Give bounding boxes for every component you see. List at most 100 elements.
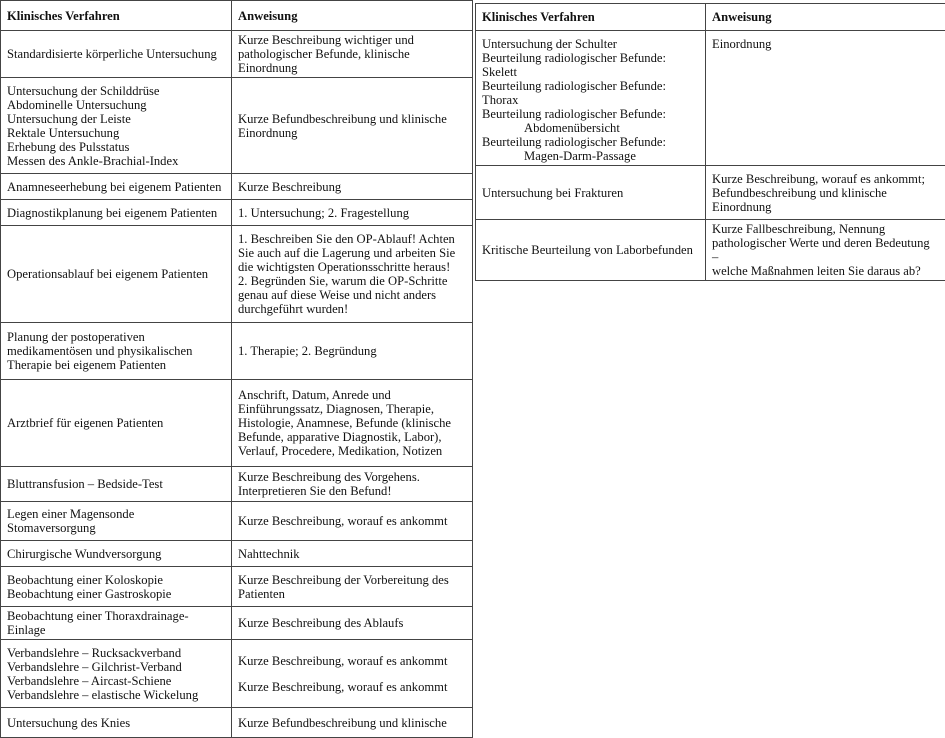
procedure-line: Standardisierte körperliche Untersuchung <box>7 47 225 61</box>
instruction-line: Einordnung <box>712 200 939 214</box>
instruction-line: Einordnung <box>238 126 466 140</box>
table-row: Anamneseerhebung bei eigenem Patienten Ku… <box>1 174 473 200</box>
table-row: Untersuchung des Knies Kurze Befundbeschr… <box>1 708 473 738</box>
procedure-line: Planung der postoperativen <box>7 330 225 344</box>
instruction-paragraph: 1. Untersuchung; 2. Fragestellung <box>238 206 466 220</box>
procedure-line: Operationsablauf bei eigenem Patienten <box>7 267 225 281</box>
instruction-line: Einführungssatz, Diagnosen, Therapie, <box>238 402 466 416</box>
instruction-paragraph: Kurze Befundbeschreibung und klinische <box>238 716 466 730</box>
header-row: Klinisches Verfahren Anweisung <box>1 1 473 31</box>
instruction-cell: Kurze Beschreibung des Ablaufs <box>232 607 473 640</box>
instruction-line: Kurze Beschreibung, worauf es ankommt <box>238 680 466 694</box>
instruction-line: 1. Therapie; 2. Begründung <box>238 344 466 358</box>
procedure-cell: Anamneseerhebung bei eigenem Patienten <box>1 174 232 200</box>
instruction-line: Kurze Beschreibung <box>238 180 466 194</box>
instruction-line: Kurze Befundbeschreibung und klinische <box>238 716 466 730</box>
instruction-paragraph: Nahttechnik <box>238 547 466 561</box>
right-table: Klinisches Verfahren Anweisung Untersuch… <box>475 3 945 281</box>
instruction-line: Kurze Beschreibung des Vorgehens. <box>238 470 466 484</box>
instruction-line: Verlauf, Procedere, Medikation, Notizen <box>238 444 466 458</box>
instruction-line: Befundbeschreibung und klinische <box>712 186 939 200</box>
table-row: Operationsablauf bei eigenem Patienten 1.… <box>1 226 473 323</box>
table-row: Arztbrief für eigenen Patienten Anschrift… <box>1 380 473 467</box>
instruction-cell: Kurze Befundbeschreibung und klinische <box>232 708 473 738</box>
procedure-cell: Operationsablauf bei eigenem Patienten <box>1 226 232 323</box>
instruction-cell: 1. Untersuchung; 2. Fragestellung <box>232 200 473 226</box>
procedure-line: Beobachtung einer Koloskopie <box>7 573 225 587</box>
header-row: Klinisches Verfahren Anweisung <box>476 4 945 31</box>
instruction-line: 1. Untersuchung; 2. Fragestellung <box>238 206 466 220</box>
procedure-cell: Beobachtung einer Thoraxdrainage-Einlage <box>1 607 232 640</box>
instruction-line: Kurze Beschreibung der Vorbereitung des <box>238 573 466 587</box>
instruction-cell: Kurze Beschreibung des Vorgehens.Interpr… <box>232 467 473 502</box>
procedure-line: Arztbrief für eigenen Patienten <box>7 416 225 430</box>
procedure-cell: Standardisierte körperliche Untersuchung <box>1 31 232 78</box>
procedure-line: Untersuchung bei Frakturen <box>482 186 699 200</box>
instruction-line: Befunde, apparative Diagnostik, Labor), <box>238 430 466 444</box>
instruction-cell: Nahttechnik <box>232 541 473 567</box>
procedure-line: Untersuchung der Schilddrüse <box>7 84 225 98</box>
instruction-line: welche Maßnahmen leiten Sie daraus ab? <box>712 264 939 278</box>
instruction-line: Kurze Beschreibung, worauf es ankommt; <box>712 172 939 186</box>
procedure-line: medikamentösen und physikalischen <box>7 344 225 358</box>
procedure-line: Magen-Darm-Passage <box>482 149 699 163</box>
procedure-line: Verbandslehre – Aircast-Schiene <box>7 674 225 688</box>
header-procedure: Klinisches Verfahren <box>476 4 706 31</box>
instruction-line: durchgeführt wurden! <box>238 302 466 316</box>
instruction-paragraph: Kurze Beschreibung des Vorgehens.Interpr… <box>238 470 466 498</box>
instruction-line: Kurze Befundbeschreibung und klinische <box>238 112 466 126</box>
instruction-line: Kurze Beschreibung wichtiger und <box>238 33 466 47</box>
procedure-line: Untersuchung der Leiste <box>7 112 225 126</box>
procedure-line: Verbandslehre – elastische Wickelung <box>7 688 225 702</box>
instruction-paragraph: Kurze Beschreibung, worauf es ankommt <box>238 680 466 694</box>
instruction-line: Patienten <box>238 587 466 601</box>
table-row: Beobachtung einer Thoraxdrainage-Einlage… <box>1 607 473 640</box>
procedure-cell: Arztbrief für eigenen Patienten <box>1 380 232 467</box>
instruction-cell: Einordnung <box>706 31 945 166</box>
procedure-cell: Untersuchung bei Frakturen <box>476 166 706 220</box>
procedure-line: Messen des Ankle-Brachial-Index <box>7 154 225 168</box>
instruction-paragraph: Kurze Beschreibung <box>238 180 466 194</box>
procedure-line: Anamneseerhebung bei eigenem Patienten <box>7 180 225 194</box>
instruction-line: Anschrift, Datum, Anrede und <box>238 388 466 402</box>
instruction-line: Kurze Beschreibung, worauf es ankommt <box>238 514 466 528</box>
procedure-line: Untersuchung der Schulter <box>482 37 699 51</box>
header-procedure: Klinisches Verfahren <box>1 1 232 31</box>
instruction-line: Kurze Fallbeschreibung, Nennung <box>712 222 939 236</box>
instruction-cell: 1. Therapie; 2. Begründung <box>232 323 473 380</box>
procedure-line: Chirurgische Wundversorgung <box>7 547 225 561</box>
instruction-line: Einordnung <box>712 37 939 51</box>
procedure-line: Abdominelle Untersuchung <box>7 98 225 112</box>
instruction-line: 2. Begründen Sie, warum die OP-Schritte <box>238 274 466 288</box>
instruction-paragraph: Einordnung <box>712 37 939 51</box>
instruction-line: Kurze Beschreibung, worauf es ankommt <box>238 654 466 668</box>
instruction-cell: 1. Beschreiben Sie den OP-Ablauf! Achten… <box>232 226 473 323</box>
procedure-line: Beurteilung radiologischer Befunde: Skel… <box>482 51 699 79</box>
procedure-line: Beurteilung radiologischer Befunde: <box>482 135 699 149</box>
instruction-line: pathologischer Werte und deren Bedeutung… <box>712 236 939 264</box>
procedure-line: Beobachtung einer Gastroskopie <box>7 587 225 601</box>
instruction-line: Nahttechnik <box>238 547 466 561</box>
header-instruction: Anweisung <box>232 1 473 31</box>
instruction-cell: Kurze Beschreibung, worauf es ankommt <box>232 502 473 541</box>
instruction-line: 1. Beschreiben Sie den OP-Ablauf! Achten <box>238 232 466 246</box>
procedure-cell: Untersuchung des Knies <box>1 708 232 738</box>
header-instruction: Anweisung <box>706 4 945 31</box>
instruction-paragraph: Kurze Beschreibung, worauf es ankommt <box>238 654 466 668</box>
procedure-line: Verbandslehre – Rucksackverband <box>7 646 225 660</box>
procedure-line: Diagnostikplanung bei eigenem Patienten <box>7 206 225 220</box>
